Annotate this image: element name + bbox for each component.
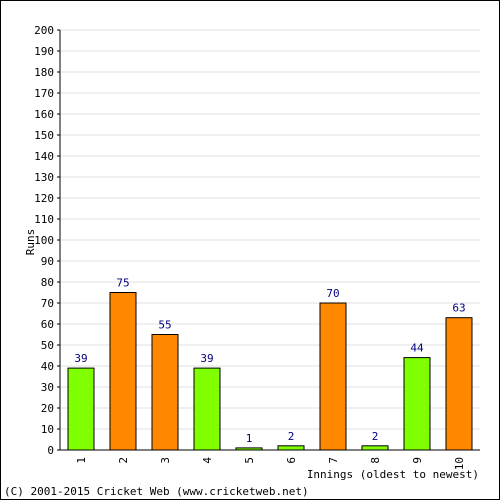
bar-value-label: 2	[288, 430, 295, 443]
y-tick-labels: 0 10 20 30 40 50 60 70 80 90 100 110 120 130 140 150 160…	[34, 24, 60, 457]
bar	[361, 445, 389, 451]
bar-value-label: 1	[246, 432, 253, 445]
y-tick-label: 110	[34, 213, 54, 226]
y-tick-label: 180	[34, 66, 54, 79]
y-tick-label: 130	[34, 171, 54, 184]
y-tick-label: 100	[34, 234, 54, 247]
x-axis-label: Innings (oldest to newest)	[307, 468, 479, 481]
copyright-text: (C) 2001-2015 Cricket Web (www.cricketwe…	[4, 485, 309, 498]
bar-value-label: 55	[158, 319, 171, 332]
bar	[67, 367, 95, 451]
y-tick-label: 20	[41, 402, 54, 415]
y-tick-label: 90	[41, 255, 54, 268]
x-tick-labels: 1 2 3 4 5 6 7 8 9 10	[75, 457, 466, 471]
y-tick-label: 140	[34, 150, 54, 163]
y-tick-label: 160	[34, 108, 54, 121]
x-tick-label: 2	[117, 457, 130, 464]
bars	[67, 292, 473, 451]
y-tick-label: 60	[41, 318, 54, 331]
y-tick-label: 190	[34, 45, 54, 58]
x-tick-label: 5	[243, 457, 256, 464]
y-tick-label: 70	[41, 297, 54, 310]
bar-value-label: 44	[410, 342, 424, 355]
bar	[193, 367, 221, 451]
y-tick-label: 50	[41, 339, 54, 352]
bar	[319, 302, 347, 451]
bar	[277, 445, 305, 451]
bar-value-label: 39	[200, 352, 213, 365]
bar-value-label: 39	[74, 352, 87, 365]
x-tick-label: 7	[327, 457, 340, 464]
x-tick-label: 10	[453, 457, 466, 470]
y-axis-label: Runs	[24, 229, 37, 256]
bar	[403, 357, 431, 451]
bar	[445, 317, 473, 451]
x-tick-label: 6	[285, 457, 298, 464]
bar	[109, 292, 137, 451]
y-tick-label: 40	[41, 360, 54, 373]
y-tick-label: 170	[34, 87, 54, 100]
x-tick-label: 4	[201, 457, 214, 464]
y-tick-label: 80	[41, 276, 54, 289]
x-tick-label: 8	[369, 457, 382, 464]
y-tick-label: 0	[47, 444, 54, 457]
value-labels: 39 75 55 39 1 2 70 2 44 63	[74, 277, 465, 445]
x-tick-label: 3	[159, 457, 172, 464]
x-tick-label: 9	[411, 457, 424, 464]
bar-value-label: 2	[372, 430, 379, 443]
y-tick-label: 30	[41, 381, 54, 394]
y-tick-label: 200	[34, 24, 54, 37]
y-tick-label: 150	[34, 129, 54, 142]
bar-value-label: 75	[116, 277, 129, 290]
y-tick-label: 120	[34, 192, 54, 205]
y-tick-label: 10	[41, 423, 54, 436]
bar-value-label: 63	[452, 302, 465, 315]
x-tick-label: 1	[75, 457, 88, 464]
bar	[151, 334, 179, 451]
bar-value-label: 70	[326, 287, 339, 300]
